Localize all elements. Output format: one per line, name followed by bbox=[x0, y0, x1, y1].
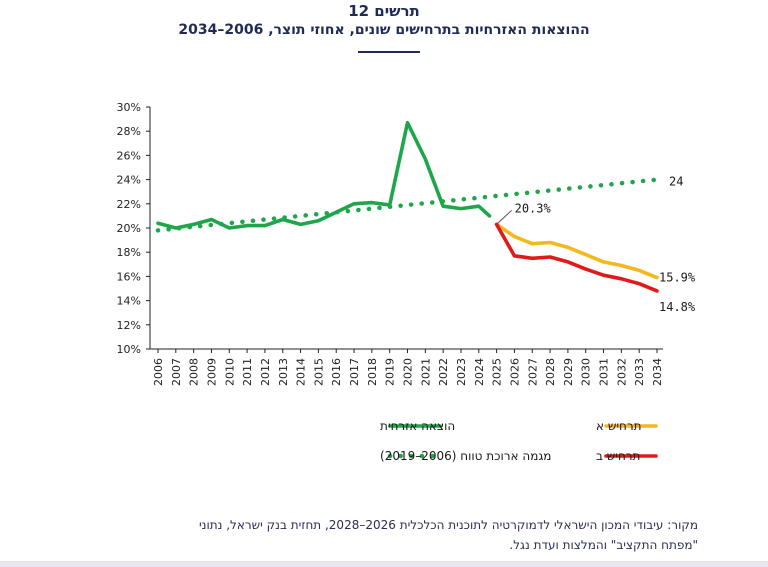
x-tick-label: 2019 bbox=[384, 358, 397, 386]
legend-label-3: תרחיש ב bbox=[596, 449, 640, 463]
chart-series bbox=[155, 120, 660, 293]
x-tick-label: 2010 bbox=[223, 358, 236, 386]
data-label: 20.3% bbox=[515, 201, 552, 215]
x-tick-label: 2025 bbox=[491, 358, 504, 386]
x-tick-label: 2030 bbox=[580, 358, 593, 386]
x-tick-label: 2007 bbox=[170, 358, 183, 386]
series-line-0 bbox=[156, 120, 492, 230]
x-tick-label: 2006 bbox=[152, 358, 165, 386]
y-tick-label: 14% bbox=[117, 295, 141, 308]
x-tick-label: 2016 bbox=[330, 358, 343, 386]
x-tick-label: 2012 bbox=[259, 358, 272, 386]
y-tick-label: 30% bbox=[117, 101, 141, 114]
x-tick-label: 2029 bbox=[562, 358, 575, 386]
y-tick-label: 10% bbox=[117, 343, 141, 356]
y-tick-label: 22% bbox=[117, 198, 141, 211]
legend-label-2: מגמה ארוכת טווח (2006–2019) bbox=[380, 449, 551, 463]
chart-legend: הוצאה אזרחית תרחיש א מגמה ארוכת טווח (2006… bbox=[380, 419, 658, 463]
x-tick-label: 2023 bbox=[455, 358, 468, 386]
chart-axes: 10% 12% 14% 16% 18% 20% 22% 24% 26% 28% 30% 2006 200… bbox=[117, 101, 664, 386]
data-label: 14.8% bbox=[659, 300, 696, 314]
chart-title: ההוצאות האזרחיות בתרחישים שונים, אחוזי ת… bbox=[178, 22, 590, 38]
y-tick-label: 24% bbox=[117, 174, 141, 187]
legend-label-0: הוצאה אזרחית bbox=[380, 419, 455, 433]
data-label: 15.9% bbox=[659, 271, 696, 285]
x-tick-label: 2026 bbox=[508, 358, 521, 386]
y-tick-label: 20% bbox=[117, 222, 141, 235]
x-tick-label: 2032 bbox=[615, 358, 628, 386]
x-tick-label: 2013 bbox=[277, 358, 290, 386]
x-tick-label: 2021 bbox=[419, 358, 432, 386]
x-tick-label: 2015 bbox=[312, 358, 325, 386]
x-tick-label: 2027 bbox=[526, 358, 539, 386]
x-tick-label: 2009 bbox=[205, 358, 218, 386]
series-line-2 bbox=[494, 222, 659, 280]
y-tick-label: 12% bbox=[117, 319, 141, 332]
figure-label: תרשים 12 bbox=[348, 2, 420, 20]
x-tick-label: 2034 bbox=[651, 358, 664, 386]
x-tick-label: 2022 bbox=[437, 358, 450, 386]
x-tick-label: 2018 bbox=[366, 358, 379, 386]
series-line-1 bbox=[155, 177, 660, 233]
x-tick-label: 2011 bbox=[241, 358, 254, 386]
data-label: 24 bbox=[669, 175, 683, 189]
x-tick-label: 2020 bbox=[402, 358, 415, 386]
source-line-2: "מפתח התקציב" והמלצות ועדת נגל. bbox=[509, 538, 698, 552]
x-tick-label: 2028 bbox=[544, 358, 557, 386]
series-line-3 bbox=[494, 222, 659, 293]
legend-label-1: תרחיש א bbox=[596, 419, 642, 433]
source-note: מקור: עיבודי המכון הישראלי לדמוקרטיה לתו… bbox=[70, 515, 698, 555]
y-tick-label: 16% bbox=[117, 270, 141, 283]
chart-annotations: 20.3% 24 15.9% 14.8% bbox=[497, 175, 696, 314]
y-tick-label: 28% bbox=[117, 125, 141, 138]
x-tick-label: 2033 bbox=[633, 358, 646, 386]
y-tick-label: 18% bbox=[117, 246, 141, 259]
data-label-leader bbox=[497, 210, 512, 224]
source-line-1: מקור: עיבודי המכון הישראלי לדמוקרטיה לתו… bbox=[198, 518, 698, 532]
x-tick-label: 2024 bbox=[473, 358, 486, 386]
x-tick-label: 2008 bbox=[188, 358, 201, 386]
x-tick-label: 2031 bbox=[598, 358, 611, 386]
x-tick-label: 2014 bbox=[295, 358, 308, 386]
x-tick-label: 2017 bbox=[348, 358, 361, 386]
y-tick-label: 26% bbox=[117, 149, 141, 162]
title-underline bbox=[358, 51, 420, 53]
bottom-strip bbox=[0, 561, 768, 567]
